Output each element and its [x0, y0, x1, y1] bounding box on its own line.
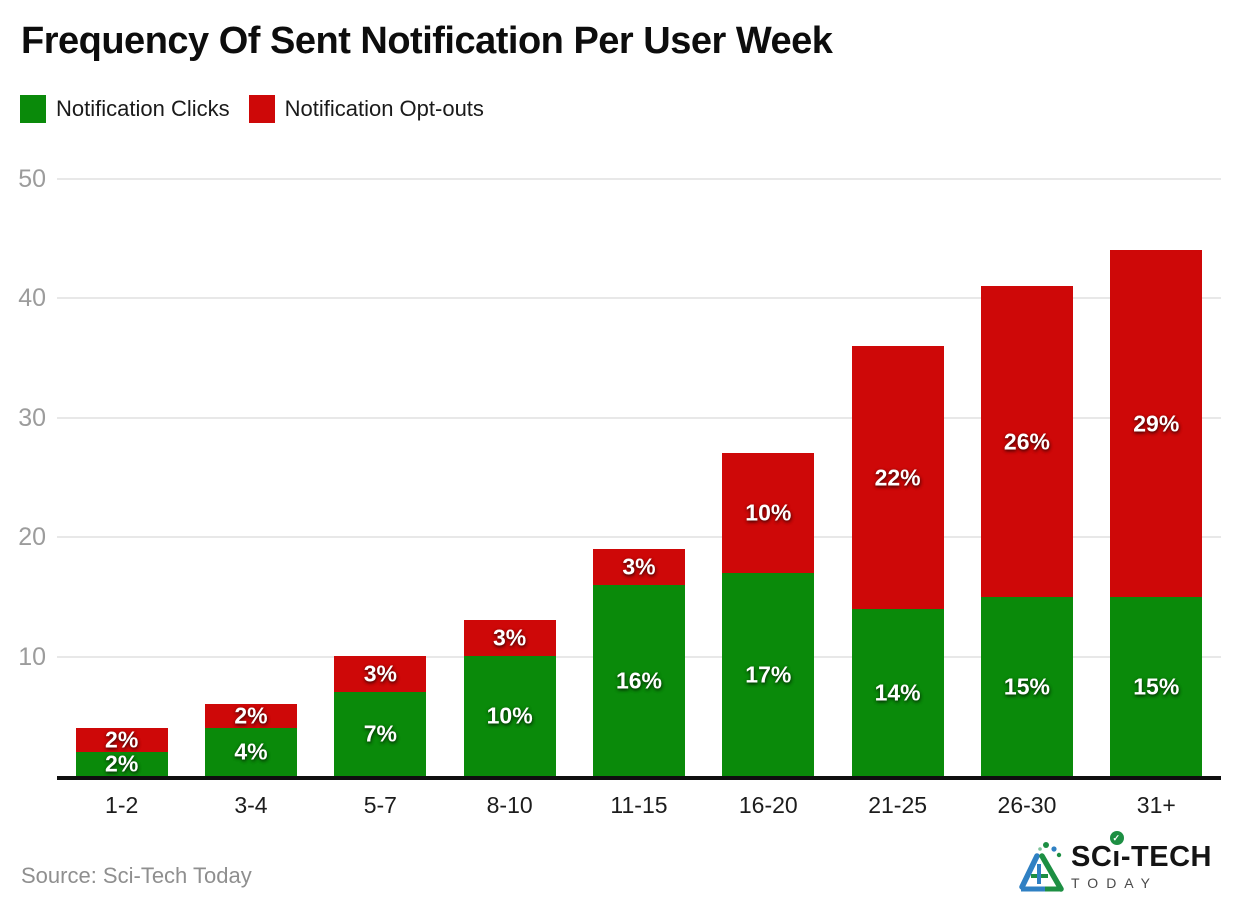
bar-segment-clicks: 15% — [980, 597, 1073, 776]
bar-value-label: 2% — [234, 702, 268, 729]
gridline-30 — [57, 416, 1221, 419]
bar-group-3-4: 2% 4% — [186, 126, 315, 776]
x-axis-labels: 1-2 3-4 5-7 8-10 11-15 16-20 21-25 26-30 31+ — [57, 792, 1221, 819]
bar-value-label: 3% — [363, 660, 397, 687]
bar-segment-optouts: 29% — [1110, 250, 1203, 597]
gridline-40 — [57, 297, 1221, 299]
bar-value-label: 7% — [363, 720, 397, 747]
bar-segment-clicks: 15% — [1110, 597, 1203, 776]
y-tick-label-20: 20 — [18, 523, 46, 551]
legend: Notification Clicks Notification Opt-outs — [20, 95, 484, 123]
brand-subtitle: TODAY — [1071, 875, 1158, 891]
x-axis-label-26-30: 26-30 — [997, 792, 1057, 818]
brand-name-i: ı ✓ — [1109, 831, 1124, 872]
bar-group-16-20: 10% 17% — [704, 126, 833, 776]
y-tick-label-50: 50 — [18, 164, 46, 193]
brand-name-suffix: -TECH — [1120, 841, 1212, 873]
stacked-bar-5-7: 3% 7% — [334, 656, 427, 776]
x-axis-line — [57, 776, 1221, 780]
bar-segment-clicks: 7% — [334, 692, 427, 776]
bar-value-label: 22% — [874, 464, 921, 490]
bar-value-label: 15% — [1003, 673, 1050, 699]
bar-group-21-25: 22% 14% — [833, 126, 962, 776]
bar-segment-optouts: 3% — [463, 620, 556, 656]
bar-segment-clicks: 16% — [592, 585, 685, 776]
brand-name: SC ı ✓ -TECH — [1071, 831, 1212, 873]
bar-value-label: 4% — [234, 738, 268, 765]
stacked-bar-21-25: 22% 14% — [851, 346, 944, 776]
bar-group-5-7: 3% 7% — [316, 126, 445, 776]
bar-value-label: 16% — [615, 667, 662, 693]
bar-value-label: 15% — [1133, 673, 1180, 699]
bar-segment-clicks: 14% — [851, 609, 944, 776]
stacked-bar-16-20: 10% 17% — [722, 453, 815, 776]
bar-value-label: 10% — [745, 499, 792, 526]
bar-segment-clicks: 2% — [75, 750, 168, 777]
bar-segment-clicks: 17% — [722, 573, 815, 776]
stacked-bar-11-15: 3% 16% — [592, 549, 685, 776]
x-axis-label-5-7: 5-7 — [363, 792, 397, 818]
y-tick-label-40: 40 — [18, 284, 46, 312]
stacked-bar-1-2: 2% 2% — [75, 726, 168, 777]
x-axis-label-16-20: 16-20 — [738, 792, 798, 818]
bar-value-label: 26% — [1003, 428, 1050, 454]
bar-segment-optouts: 2% — [75, 726, 168, 753]
bar-value-label: 2% — [105, 750, 139, 777]
bar-segment-optouts: 3% — [334, 656, 427, 692]
stacked-bar-26-30: 26% 15% — [980, 286, 1073, 776]
x-axis-label-1-2: 1-2 — [105, 792, 139, 818]
brand-logo-mark — [1019, 842, 1064, 892]
legend-item-clicks: Notification Clicks — [20, 95, 230, 123]
gridline-20 — [57, 536, 1221, 538]
bar-value-label: 14% — [874, 679, 921, 705]
bar-value-label: 29% — [1133, 410, 1180, 436]
bar-value-label: 3% — [622, 553, 656, 580]
bar-value-label: 2% — [105, 726, 139, 753]
bars: 2% 2% 2% 4% 3% 7% 3% 10% 3% 16% 10% 17% 22% 14% 26% 15%… — [57, 126, 1221, 777]
legend-item-optouts: Notification Opt-outs — [248, 95, 484, 123]
x-axis-label-8-10: 8-10 — [486, 792, 533, 818]
bar-segment-clicks: 4% — [204, 728, 297, 776]
bar-group-1-2: 2% 2% — [57, 126, 186, 777]
bar-segment-optouts: 2% — [204, 702, 297, 729]
legend-label: Notification Clicks — [56, 96, 230, 121]
brand-name-prefix: SC — [1071, 841, 1113, 873]
legend-label: Notification Opt-outs — [284, 96, 484, 121]
bar-segment-optouts: 10% — [722, 453, 815, 573]
legend-swatch — [20, 95, 46, 123]
x-axis-label-11-15: 11-15 — [610, 792, 668, 818]
y-tick-label-10: 10 — [18, 642, 46, 671]
bar-segment-clicks: 10% — [463, 656, 556, 776]
chart-title: Frequency Of Sent Notification Per User … — [21, 20, 833, 62]
bar-segment-optouts: 22% — [851, 346, 944, 609]
check-icon: ✓ — [1109, 831, 1124, 845]
bar-group-11-15: 3% 16% — [574, 126, 703, 776]
brand-logo-text: SC ı ✓ -TECH TODAY — [1071, 831, 1212, 892]
y-tick-label-30: 30 — [18, 403, 46, 432]
bar-value-label: 3% — [493, 624, 527, 651]
bar-value-label: 17% — [745, 661, 792, 687]
x-axis-label-21-25: 21-25 — [868, 792, 928, 818]
bar-group-8-10: 3% 10% — [445, 126, 574, 776]
x-axis-label-31+: 31+ — [1136, 792, 1176, 818]
stacked-bar-8-10: 3% 10% — [463, 620, 556, 776]
gridline-50 — [57, 177, 1221, 180]
legend-swatch — [248, 95, 275, 123]
stacked-bar-3-4: 2% 4% — [204, 702, 297, 776]
stacked-bar-31+: 29% 15% — [1110, 250, 1203, 776]
brand-logo: SC ı ✓ -TECH TODAY — [1018, 831, 1212, 894]
bar-group-26-30: 26% 15% — [962, 126, 1091, 776]
bar-segment-optouts: 26% — [980, 286, 1073, 597]
bar-value-label: 10% — [486, 702, 533, 729]
source-text: Source: Sci-Tech Today — [21, 863, 252, 888]
x-axis-label-3-4: 3-4 — [234, 792, 268, 818]
bar-segment-optouts: 3% — [592, 549, 685, 585]
bar-group-31+: 29% 15% — [1092, 126, 1221, 776]
